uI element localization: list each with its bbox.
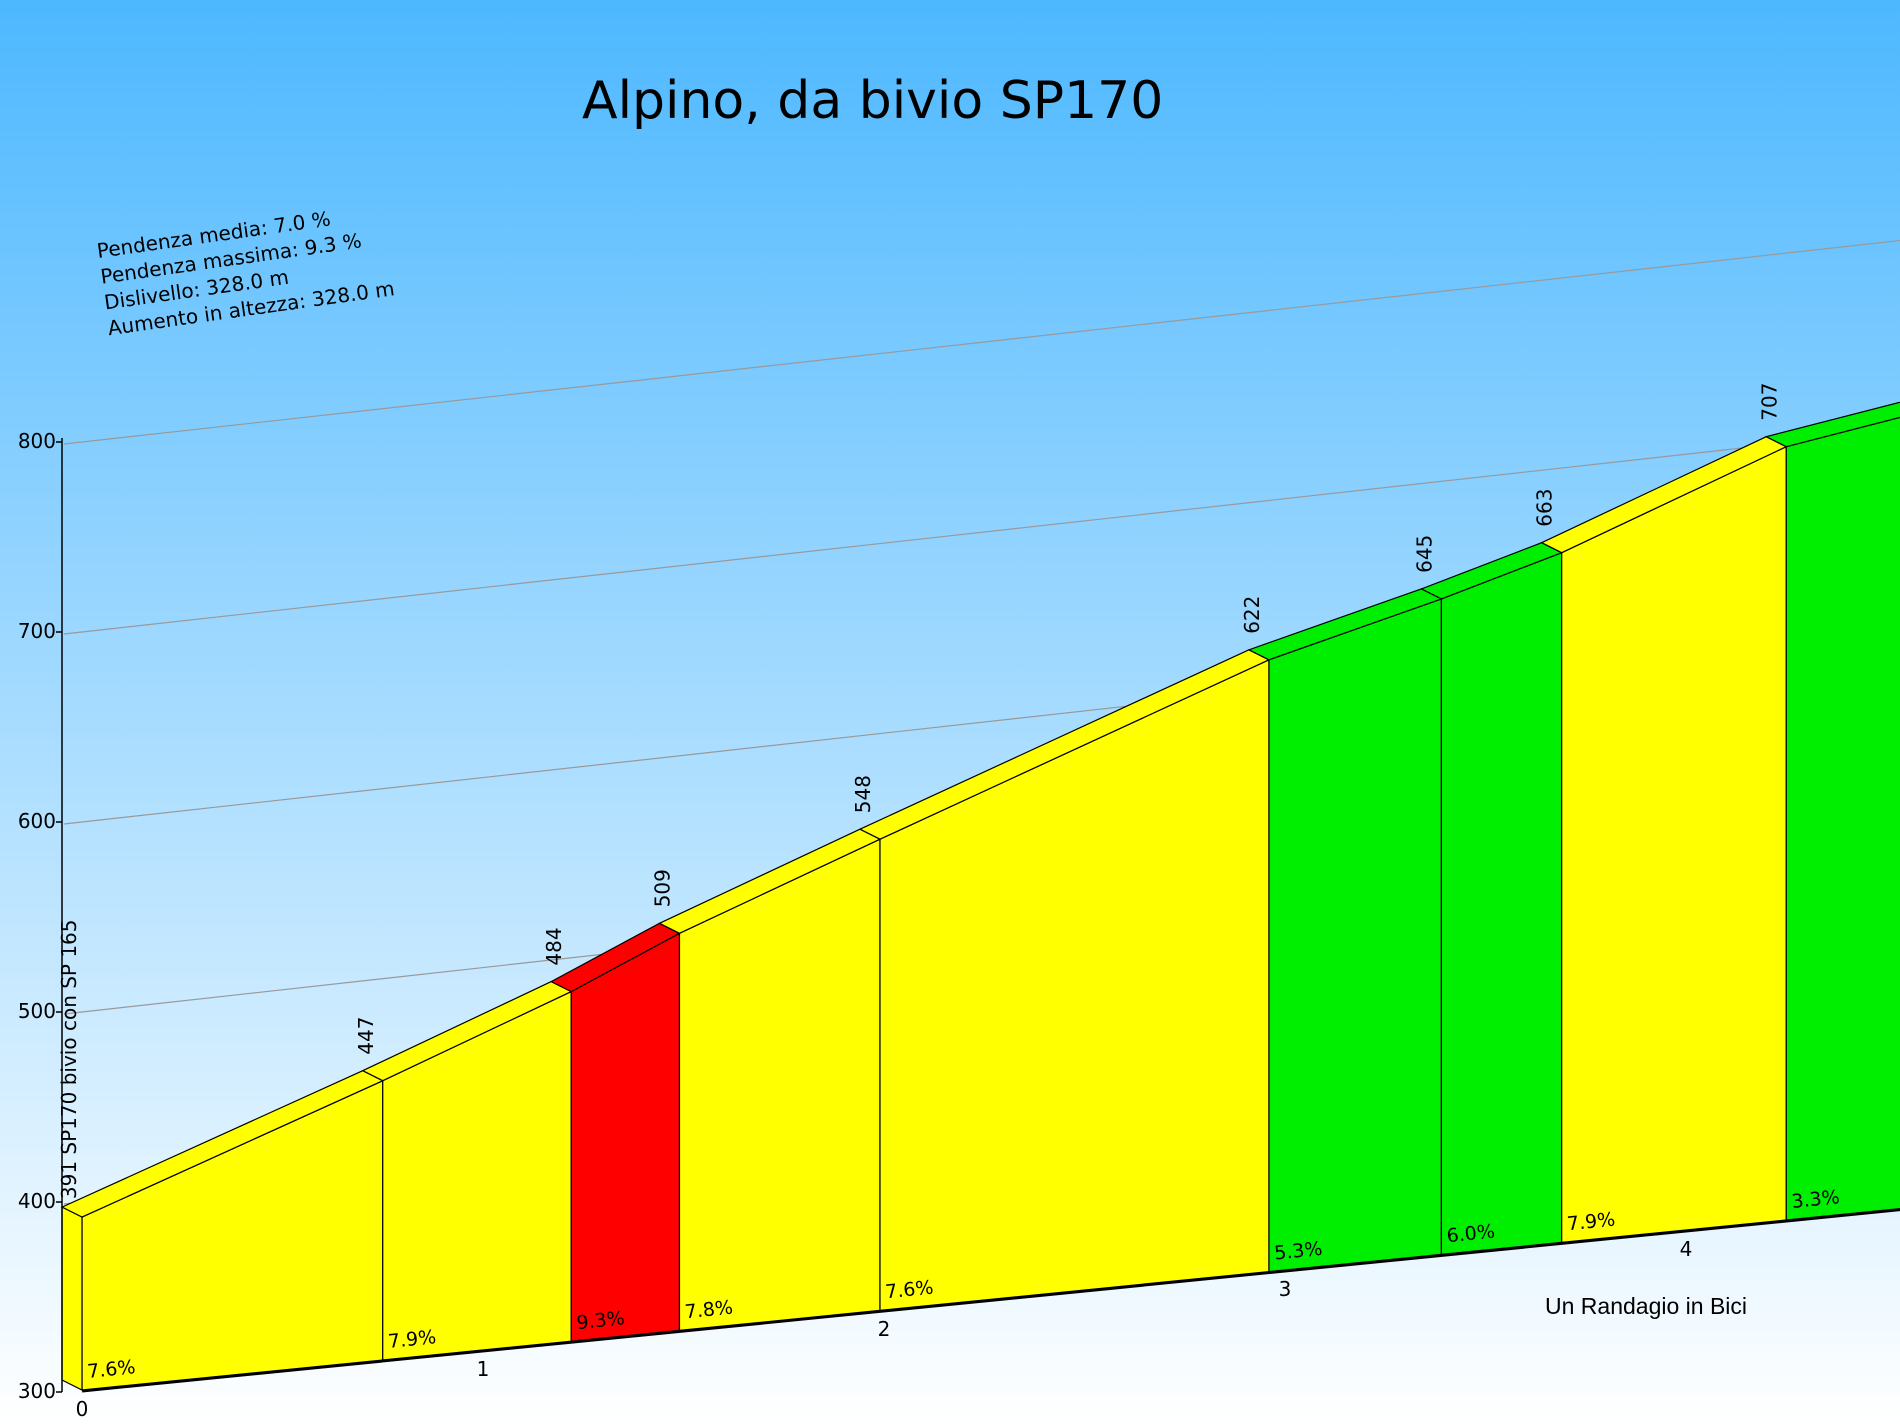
chart-title: Alpino, da bivio SP170	[582, 71, 1163, 131]
segment-face	[1561, 445, 1787, 1244]
point-label: 645	[1412, 535, 1436, 573]
grade-label: 6.0%	[1446, 1220, 1496, 1247]
segment-top	[1764, 401, 1900, 448]
y-tick-label: 300	[18, 1379, 56, 1403]
grade-label: 7.9%	[387, 1326, 437, 1353]
point-label: 707	[1757, 383, 1781, 421]
point-label: 548	[851, 775, 875, 813]
segment-face	[1440, 551, 1563, 1256]
x-axis: 0 1 2 3 4	[76, 1237, 1693, 1421]
grade-label: 3.3%	[1790, 1186, 1840, 1213]
grade-label: 7.6%	[86, 1356, 136, 1383]
y-tick-label: 800	[18, 429, 56, 453]
segments	[81, 416, 1900, 1391]
grade-labels: 7.6% 7.9% 9.3% 7.8% 7.6% 5.3% 6.0% 7.9% 3.3%	[86, 1186, 1841, 1383]
segment-start-face	[61, 1206, 83, 1391]
y-axis: 300 400 500 600 700 800	[18, 429, 63, 1403]
segment-face	[1785, 416, 1900, 1221]
y-tick-label: 400	[18, 1189, 56, 1213]
gridline	[63, 429, 1900, 635]
gridline	[63, 239, 1900, 445]
point-labels: 447 484 509 548 622 645 663 707 391 SP170 bivio …	[57, 383, 1781, 1200]
grade-label: 7.6%	[884, 1276, 934, 1303]
y-tick-label: 600	[18, 809, 56, 833]
segment-tops	[60, 401, 1900, 1391]
point-label: 509	[650, 869, 674, 907]
credit-text: Un Randagio in Bici	[1545, 1293, 1747, 1319]
start-label: 391 SP170 bivio con SP 165	[57, 919, 81, 1199]
x-tick-label: 0	[76, 1397, 89, 1421]
point-label: 484	[542, 927, 566, 965]
grade-label: 9.3%	[575, 1307, 625, 1334]
segment-face	[570, 932, 681, 1342]
x-tick-label: 1	[477, 1357, 490, 1381]
point-label: 663	[1533, 489, 1557, 527]
point-label: 447	[354, 1017, 378, 1055]
y-tick-label: 500	[18, 999, 56, 1023]
x-tick-label: 2	[878, 1317, 891, 1341]
grade-label: 7.8%	[684, 1296, 734, 1323]
grade-label: 5.3%	[1273, 1238, 1323, 1265]
segment-face	[1268, 598, 1442, 1273]
y-tick-label: 700	[18, 619, 56, 643]
x-tick-label: 3	[1279, 1277, 1292, 1301]
point-label: 622	[1240, 596, 1264, 634]
x-tick-label: 4	[1680, 1237, 1693, 1261]
grade-label: 7.9%	[1566, 1208, 1616, 1235]
